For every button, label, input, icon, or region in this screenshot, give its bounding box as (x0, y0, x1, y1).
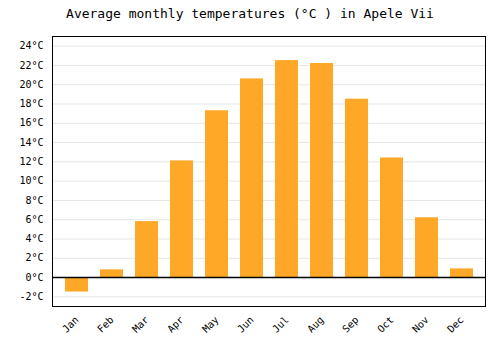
svg-text:Apr: Apr (165, 314, 186, 335)
svg-text:14°C: 14°C (19, 137, 43, 148)
svg-text:May: May (200, 314, 221, 335)
svg-text:0°C: 0°C (25, 272, 43, 283)
svg-text:Nov: Nov (410, 314, 431, 335)
svg-text:Feb: Feb (95, 314, 116, 335)
svg-text:16°C: 16°C (19, 117, 43, 128)
svg-text:Jul: Jul (270, 314, 291, 335)
svg-text:Oct: Oct (375, 314, 396, 335)
svg-text:6°C: 6°C (25, 214, 43, 225)
svg-text:22°C: 22°C (19, 60, 43, 71)
svg-text:18°C: 18°C (19, 98, 43, 109)
svg-text:Jan: Jan (60, 314, 81, 335)
html-text:Average monthly temperatures (: Average monthly temperatures (°C ) in Ap… (66, 6, 434, 21)
svg-text:12°C: 12°C (19, 156, 43, 167)
svg-text:20°C: 20°C (19, 79, 43, 90)
svg-text:Mar: Mar (130, 314, 151, 335)
svg-text:Sep: Sep (340, 314, 361, 335)
svg-text:24°C: 24°C (19, 40, 43, 51)
svg-text:2°C: 2°C (25, 252, 43, 263)
svg-text:Aug: Aug (305, 314, 326, 335)
svg-text:-2°C: -2°C (19, 291, 43, 302)
svg-text:8°C: 8°C (25, 195, 43, 206)
svg-text:Jun: Jun (235, 314, 256, 335)
svg-text:10°C: 10°C (19, 175, 43, 186)
svg-text:Dec: Dec (445, 314, 466, 335)
svg-text:4°C: 4°C (25, 233, 43, 244)
